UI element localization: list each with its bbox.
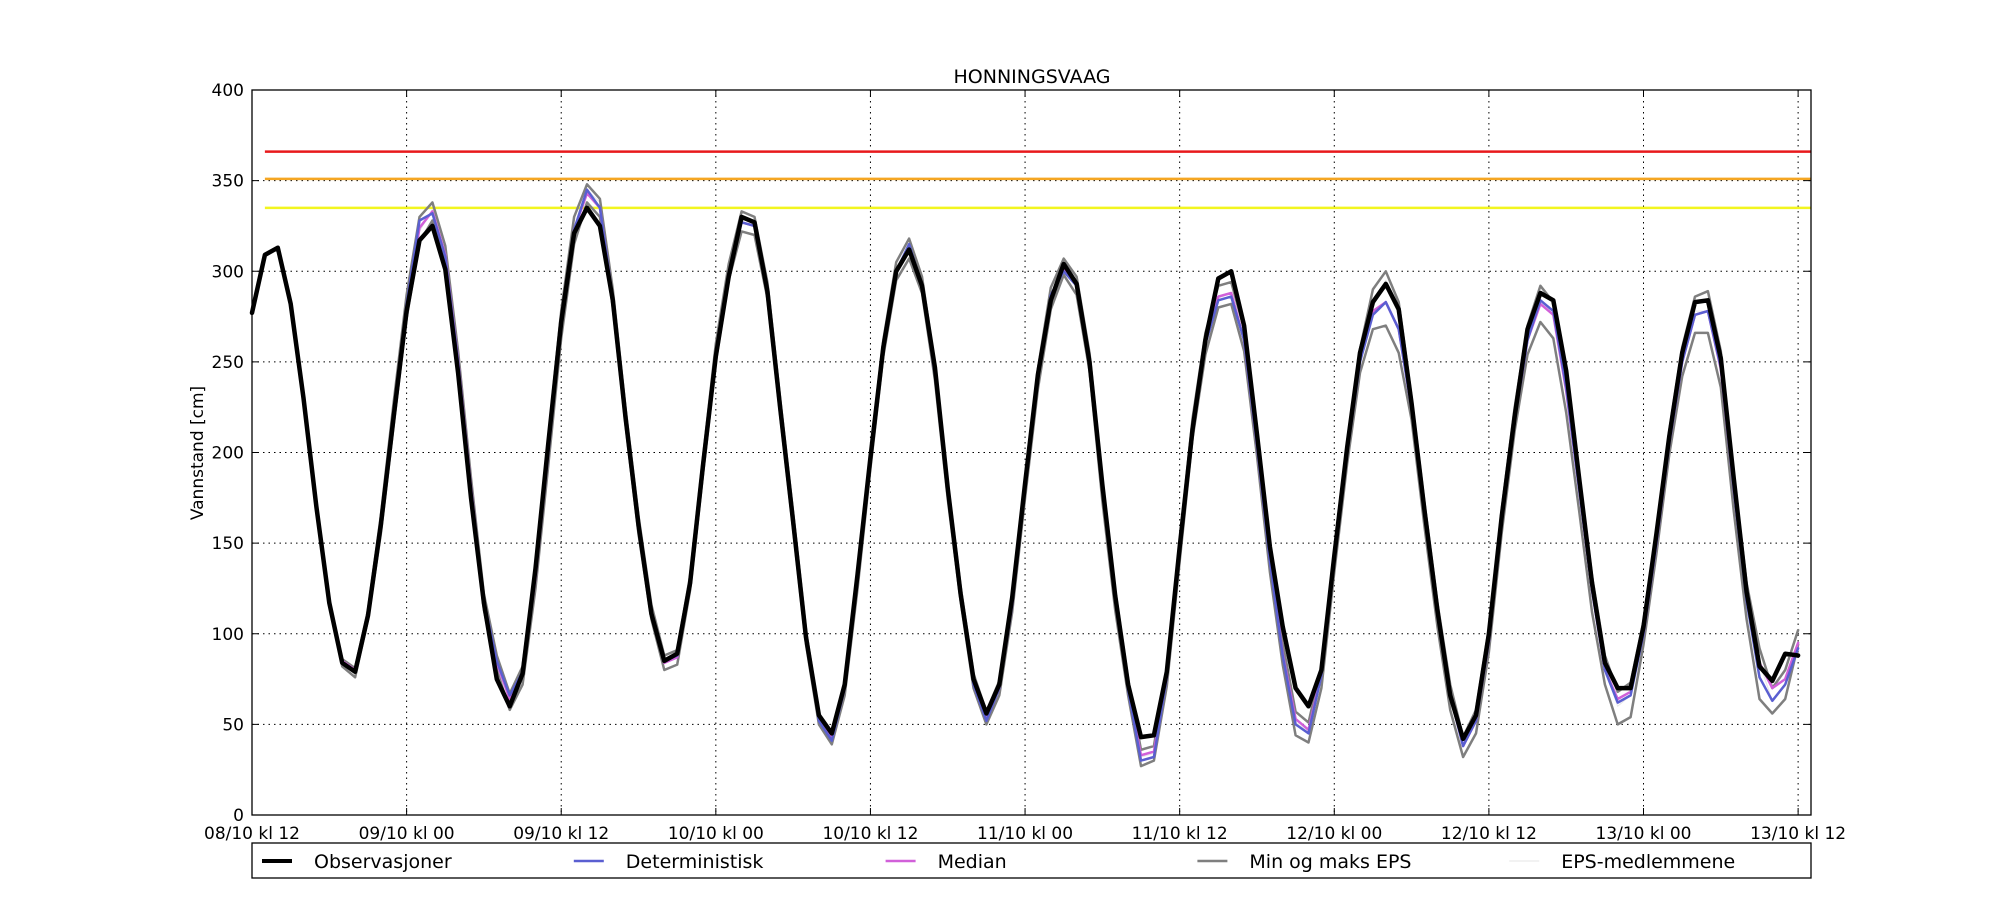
legend-box	[251, 842, 1812, 879]
threshold-lines	[264, 150, 1811, 210]
x-tick-label: 12/10 kl 00	[1286, 824, 1382, 844]
legend-label: Median	[938, 851, 1007, 873]
chart-title: HONNINGSVAAG	[954, 66, 1111, 88]
y-axis-label: Vannstand [cm]	[188, 386, 208, 520]
y-tick-label: 350	[212, 172, 244, 192]
legend-label: Observasjoner	[314, 851, 452, 873]
legend-label: EPS-medlemmene	[1561, 851, 1735, 873]
y-tick-label: 0	[233, 806, 244, 826]
x-tick-label: 09/10 kl 00	[359, 824, 455, 844]
x-tick-label: 12/10 kl 12	[1441, 824, 1537, 844]
legend-label: Min og maks EPS	[1249, 851, 1411, 873]
y-tick-label: 100	[212, 625, 244, 645]
y-tick-label: 150	[212, 534, 244, 554]
x-tick-label: 13/10 kl 12	[1750, 824, 1846, 844]
x-tick-label: 11/10 kl 12	[1132, 824, 1228, 844]
y-tick-label: 400	[212, 81, 244, 101]
legend-label: Deterministisk	[626, 851, 764, 873]
y-tick-label: 50	[222, 715, 244, 735]
x-tick-label: 11/10 kl 00	[977, 824, 1073, 844]
x-tick-label: 10/10 kl 12	[822, 824, 918, 844]
legend: Observasjoner Deterministisk Median Min og …	[251, 842, 1812, 879]
axes: 0 50 100 150 200 250 300 350 400 08/10 kl 12 09/10…	[204, 81, 1846, 844]
y-tick-label: 200	[212, 444, 244, 464]
x-tick-label: 10/10 kl 00	[668, 824, 764, 844]
y-tick-label: 250	[212, 353, 244, 373]
y-tick-label: 300	[212, 262, 244, 282]
x-tick-label: 13/10 kl 00	[1596, 824, 1692, 844]
x-tick-label: 09/10 kl 12	[513, 824, 609, 844]
grid	[252, 90, 1811, 815]
series-line-observasjoner	[249, 205, 1801, 742]
x-tick-label: 08/10 kl 12	[204, 824, 300, 844]
series-lines	[249, 183, 1801, 768]
